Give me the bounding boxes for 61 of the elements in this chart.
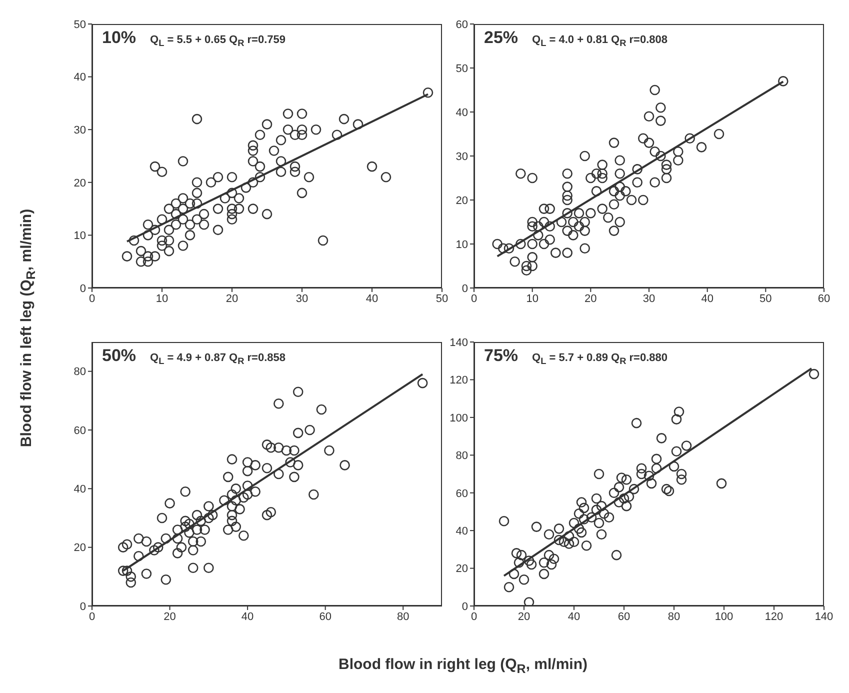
x-tick-label: 40 bbox=[241, 610, 254, 623]
y-tick-label: 0 bbox=[462, 600, 468, 613]
annotation: 75% bbox=[484, 346, 518, 366]
y-tick-label: 0 bbox=[80, 282, 86, 295]
y-tick-label: 30 bbox=[456, 150, 468, 163]
y-tick-label: 40 bbox=[74, 72, 86, 84]
y-tick-label: 0 bbox=[462, 282, 468, 295]
y-tick-label: 20 bbox=[456, 563, 468, 576]
x-tick-label: 0 bbox=[88, 610, 96, 623]
x-tick-label: 100 bbox=[714, 610, 734, 623]
annotation: 10% bbox=[102, 28, 136, 48]
x-tick-label: 80 bbox=[668, 610, 680, 623]
x-tick-label: 40 bbox=[366, 292, 378, 305]
x-tick-label: 60 bbox=[818, 292, 830, 305]
x-axis-title: Blood flow in right leg (Q$_{R}$, ml/min) bbox=[338, 656, 588, 676]
y-tick-label: 140 bbox=[450, 336, 468, 349]
y-tick-label: 40 bbox=[74, 484, 86, 496]
annotation: Q$_{L}$ = 4.0 + 0.81 Q$_{R}$ r=0.808 bbox=[532, 34, 668, 48]
y-tick-label: 20 bbox=[74, 542, 86, 554]
x-tick-label: 0 bbox=[470, 292, 478, 305]
y-tick-label: 10 bbox=[456, 238, 468, 251]
y-tick-label: 100 bbox=[450, 412, 468, 424]
y-tick-label: 120 bbox=[450, 374, 468, 387]
x-tick-label: 20 bbox=[226, 292, 238, 305]
y-tick-label: 30 bbox=[74, 124, 86, 137]
x-tick-label: 0 bbox=[470, 610, 478, 623]
y-tick-label: 80 bbox=[74, 366, 86, 378]
x-tick-label: 10 bbox=[526, 292, 538, 305]
x-tick-label: 10 bbox=[156, 292, 168, 305]
x-tick-label: 40 bbox=[568, 610, 580, 623]
y-tick-label: 60 bbox=[456, 18, 468, 31]
x-tick-label: 60 bbox=[618, 610, 630, 623]
x-tick-label: 0 bbox=[88, 292, 96, 305]
y-tick-label: 10 bbox=[74, 230, 86, 242]
annotation: Q$_{L}$ = 5.5 + 0.65 Q$_{R}$ r=0.759 bbox=[150, 34, 286, 48]
x-tick-label: 120 bbox=[764, 610, 784, 623]
y-tick-label: 20 bbox=[74, 177, 86, 190]
y-tick-label: 50 bbox=[74, 18, 86, 31]
x-tick-label: 20 bbox=[518, 610, 530, 623]
y-tick-label: 60 bbox=[74, 424, 86, 437]
y-tick-label: 80 bbox=[456, 450, 468, 462]
x-tick-label: 30 bbox=[296, 292, 308, 305]
y-tick-label: 0 bbox=[80, 600, 86, 613]
annotation: 25% bbox=[484, 28, 518, 48]
annotation: Q$_{L}$ = 4.9 + 0.87 Q$_{R}$ r=0.858 bbox=[150, 352, 286, 366]
x-tick-label: 140 bbox=[814, 610, 834, 623]
x-tick-label: 50 bbox=[760, 292, 772, 305]
x-tick-label: 50 bbox=[436, 292, 448, 305]
y-tick-label: 50 bbox=[456, 62, 468, 75]
annotation: 50% bbox=[102, 346, 136, 366]
annotation: Q$_{L}$ = 5.7 + 0.89 Q$_{R}$ r=0.880 bbox=[532, 352, 668, 366]
y-tick-label: 20 bbox=[456, 194, 468, 207]
x-tick-label: 20 bbox=[164, 610, 176, 623]
x-tick-label: 80 bbox=[396, 610, 410, 623]
y-tick-label: 40 bbox=[456, 106, 468, 119]
y-tick-label: 40 bbox=[456, 525, 468, 538]
x-tick-label: 20 bbox=[584, 292, 597, 305]
x-tick-label: 40 bbox=[701, 292, 714, 305]
x-tick-label: 30 bbox=[642, 292, 656, 305]
y-tick-label: 60 bbox=[456, 488, 468, 500]
x-tick-label: 60 bbox=[319, 610, 332, 623]
